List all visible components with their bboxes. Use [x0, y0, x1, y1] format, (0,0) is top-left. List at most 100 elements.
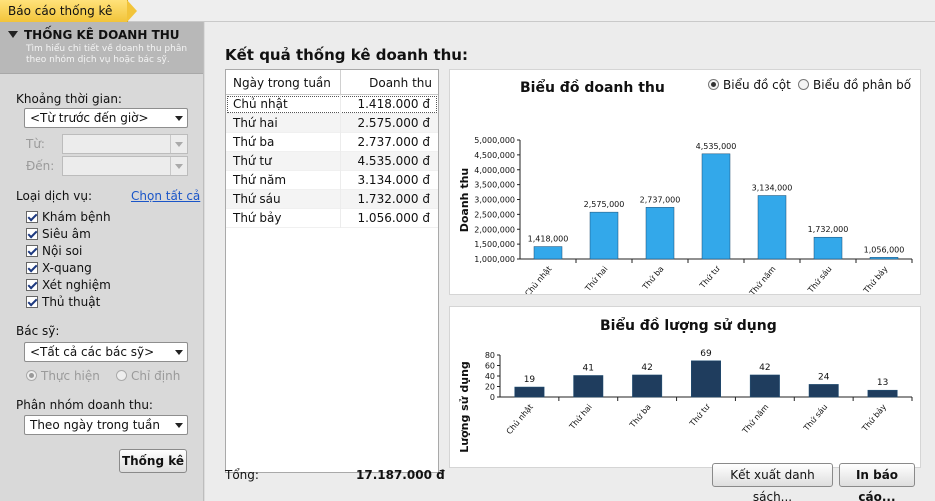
checkbox-checked-icon — [26, 296, 38, 308]
service-checkbox-sieu-am[interactable]: Siêu âm — [26, 227, 91, 243]
sidebar-description: Tìm hiểu chi tiết về doanh thu phân theo… — [26, 44, 188, 65]
page-title: Kết quả thống kê doanh thu: — [225, 46, 468, 64]
y-tick-label: 20 — [485, 383, 495, 392]
checkbox-checked-icon — [26, 262, 38, 274]
y-tick-label: 40 — [485, 372, 495, 381]
table-row[interactable]: Thứ hai 2.575.000 đ — [226, 114, 438, 133]
x-tick-label: Thứ bảy — [859, 402, 888, 434]
x-tick-label: Chủ nhật — [504, 402, 536, 437]
bar — [813, 236, 843, 260]
total-value: 17.187.000 đ — [356, 468, 445, 482]
y-tick-label: 4,500,000 — [474, 151, 515, 160]
revenue-group-label: Phân nhóm doanh thu: — [16, 398, 153, 412]
sidebar-header[interactable]: THỐNG KÊ DOANH THU Tìm hiểu chi tiết về … — [0, 22, 203, 74]
chevron-down-icon — [175, 350, 183, 355]
data-label: 13 — [877, 378, 888, 388]
bar — [533, 246, 563, 260]
time-range-label: Khoảng thời gian: — [16, 92, 122, 106]
radio-empty-icon — [798, 79, 809, 90]
data-label: 69 — [700, 349, 712, 359]
print-report-button[interactable]: In báo cáo... — [839, 463, 915, 501]
service-checkbox-thu-thuat[interactable]: Thủ thuật — [26, 295, 100, 311]
time-range-select[interactable]: <Từ trước đến giờ> — [24, 108, 188, 128]
bar — [749, 374, 780, 398]
y-tick-label: 60 — [485, 362, 495, 371]
y-tick-label: 0 — [490, 393, 495, 402]
tab-label: Báo cáo thống kê — [8, 4, 113, 18]
to-label: Đến: — [26, 159, 55, 173]
doctor-select[interactable]: <Tất cả các bác sỹ> — [24, 342, 188, 362]
collapse-triangle-icon[interactable] — [8, 31, 18, 38]
service-checkbox-xet-nghiem[interactable]: Xét nghiệm — [26, 278, 111, 294]
bar — [701, 153, 731, 260]
data-label: 42 — [759, 363, 770, 373]
bar — [514, 386, 545, 398]
x-tick-label: Thứ tư — [697, 264, 722, 291]
table-row[interactable]: Thứ tư 4.535.000 đ — [226, 152, 438, 171]
bar — [589, 211, 619, 260]
checkbox-checked-icon — [26, 279, 38, 291]
y-axis-label: Doanh thu — [458, 168, 471, 233]
data-label: 24 — [818, 372, 830, 382]
bar — [691, 360, 721, 398]
y-axis-label: Lượng sử dụng — [458, 361, 471, 453]
radio-distribution-chart[interactable]: Biểu đồ phân bố — [798, 78, 911, 92]
y-tick-label: 3,000,000 — [474, 196, 515, 205]
table-row[interactable]: Thứ bảy 1.056.000 đ — [226, 209, 438, 228]
table-row[interactable]: Thứ ba 2.737.000 đ — [226, 133, 438, 152]
x-tick-label: Thứ tư — [687, 402, 712, 429]
service-checkbox-x-quang[interactable]: X-quang — [26, 261, 92, 277]
chevron-down-icon — [175, 142, 183, 147]
radio-selected-icon — [26, 370, 37, 381]
select-all-link[interactable]: Chọn tất cả — [131, 189, 201, 203]
revenue-chart: 1,000,000 1,500,000 2,000,000 2,500,000 3,00… — [458, 136, 913, 294]
data-label: 1,732,000 — [808, 225, 849, 234]
data-label: 2,737,000 — [640, 195, 681, 204]
export-list-button[interactable]: Kết xuất danh sách... — [712, 463, 833, 501]
tab-report[interactable]: Báo cáo thống kê — [0, 0, 137, 22]
bar — [757, 195, 787, 260]
tab-bar: Báo cáo thống kê — [0, 0, 935, 22]
data-label: 19 — [524, 375, 536, 385]
radio-perform[interactable]: Thực hiện — [26, 369, 100, 383]
service-checkbox-noi-soi[interactable]: Nội soi — [26, 244, 82, 260]
x-tick-label: Thứ năm — [747, 264, 777, 294]
y-tick-label: 1,500,000 — [474, 240, 515, 249]
bar — [867, 389, 898, 398]
column-header-day[interactable]: Ngày trong tuần — [233, 76, 331, 90]
x-tick-label: Thứ ba — [627, 402, 652, 430]
radio-assign[interactable]: Chỉ định — [116, 369, 180, 383]
to-date-field[interactable] — [62, 156, 188, 176]
revenue-chart-title: Biểu đồ doanh thu — [520, 80, 665, 96]
table-row[interactable]: Thứ năm 3.134.000 đ — [226, 171, 438, 190]
radio-bar-chart[interactable]: Biểu đồ cột — [708, 78, 791, 92]
revenue-table[interactable]: Ngày trong tuần Doanh thu Chủ nhật 1.418.… — [225, 69, 439, 473]
bar — [573, 375, 604, 398]
from-date-field[interactable] — [62, 134, 188, 154]
table-header: Ngày trong tuần Doanh thu — [226, 70, 438, 95]
data-label: 4,535,000 — [696, 142, 737, 151]
revenue-group-select[interactable]: Theo ngày trong tuần — [24, 415, 188, 435]
table-row[interactable]: Thứ sáu 1.732.000 đ — [226, 190, 438, 209]
revenue-chart-panel: Biểu đồ doanh thu Biểu đồ cột Biểu đồ ph… — [449, 69, 921, 295]
table-row[interactable]: Chủ nhật 1.418.000 đ — [226, 95, 438, 114]
service-type-label: Loại dịch vụ: — [16, 189, 93, 203]
statistics-button[interactable]: Thống kê — [119, 449, 187, 473]
y-tick-label: 80 — [485, 351, 495, 360]
checkbox-checked-icon — [26, 245, 38, 257]
service-checkbox-kham-benh[interactable]: Khám bệnh — [26, 210, 111, 226]
column-header-revenue[interactable]: Doanh thu — [369, 76, 432, 90]
y-tick-label: 3,500,000 — [474, 181, 515, 190]
bar — [869, 257, 899, 260]
data-label: 1,418,000 — [528, 235, 569, 244]
x-tick-label: Thứ ba — [640, 264, 665, 292]
usage-chart-title: Biểu đồ lượng sử dụng — [600, 318, 777, 334]
x-tick-label: Chủ nhật — [522, 264, 554, 294]
total-label: Tổng: — [225, 468, 259, 482]
doctor-label: Bác sỹ: — [16, 324, 60, 338]
bar — [808, 384, 839, 398]
chevron-down-icon — [175, 116, 183, 121]
y-tick-label: 5,000,000 — [474, 136, 515, 145]
data-label: 2,575,000 — [584, 200, 625, 209]
data-label: 1,056,000 — [864, 245, 905, 254]
